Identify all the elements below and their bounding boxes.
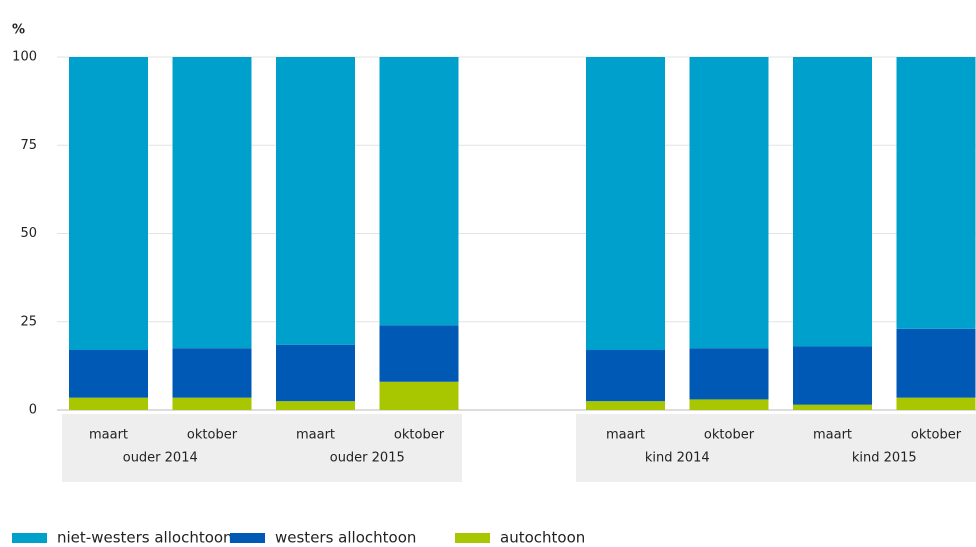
- bar-segment: [793, 57, 872, 347]
- bar-segment: [896, 397, 976, 410]
- bar-segment: [586, 57, 665, 350]
- y-tick-label: 50: [20, 226, 37, 241]
- y-tick-label: 100: [12, 50, 37, 65]
- x-tick-label: oktober: [187, 428, 238, 443]
- group-label: ouder 2015: [330, 451, 405, 466]
- bar-segment: [172, 57, 252, 349]
- bar-segment: [379, 325, 459, 382]
- bar-segment: [586, 401, 665, 410]
- legend-label: niet-westers allochtoon: [57, 529, 233, 547]
- bar-segment: [379, 381, 459, 410]
- bar-segment: [793, 346, 872, 405]
- bar-segment: [276, 344, 355, 402]
- bar-segment: [172, 397, 252, 410]
- legend-swatch: [455, 533, 490, 543]
- bar-segment: [172, 348, 252, 398]
- y-axis-label: %: [12, 23, 25, 38]
- bar-segment: [276, 401, 355, 410]
- x-tick-label: oktober: [394, 428, 445, 443]
- bar-segment: [689, 57, 769, 349]
- legend-label: westers allochtoon: [275, 529, 416, 547]
- bar-segment: [689, 399, 769, 410]
- bar-segment: [69, 397, 148, 410]
- y-tick-label: 25: [20, 314, 37, 329]
- bar-segment: [896, 328, 976, 398]
- x-tick-label: oktober: [704, 428, 755, 443]
- bar-segment: [793, 404, 872, 410]
- legend-label: autochtoon: [500, 529, 585, 547]
- group-label: kind 2015: [852, 451, 917, 466]
- y-tick-label: 0: [29, 403, 37, 418]
- x-tick-label: maart: [606, 428, 645, 443]
- legend-swatch: [230, 533, 265, 543]
- group-label: ouder 2014: [123, 451, 198, 466]
- legend-swatch: [12, 533, 47, 543]
- x-axis-band: [576, 414, 976, 482]
- x-axis-band: [62, 414, 462, 482]
- bar-segment: [276, 57, 355, 345]
- y-tick-label: 75: [20, 138, 37, 153]
- bar-segment: [69, 57, 148, 350]
- bar-segment: [69, 349, 148, 398]
- bar-segment: [689, 348, 769, 400]
- x-tick-label: maart: [89, 428, 128, 443]
- x-tick-label: maart: [813, 428, 852, 443]
- bar-segment: [896, 57, 976, 329]
- group-label: kind 2014: [645, 451, 710, 466]
- bar-segment: [586, 349, 665, 402]
- x-tick-label: maart: [296, 428, 335, 443]
- x-tick-label: oktober: [911, 428, 962, 443]
- bar-segment: [379, 57, 459, 326]
